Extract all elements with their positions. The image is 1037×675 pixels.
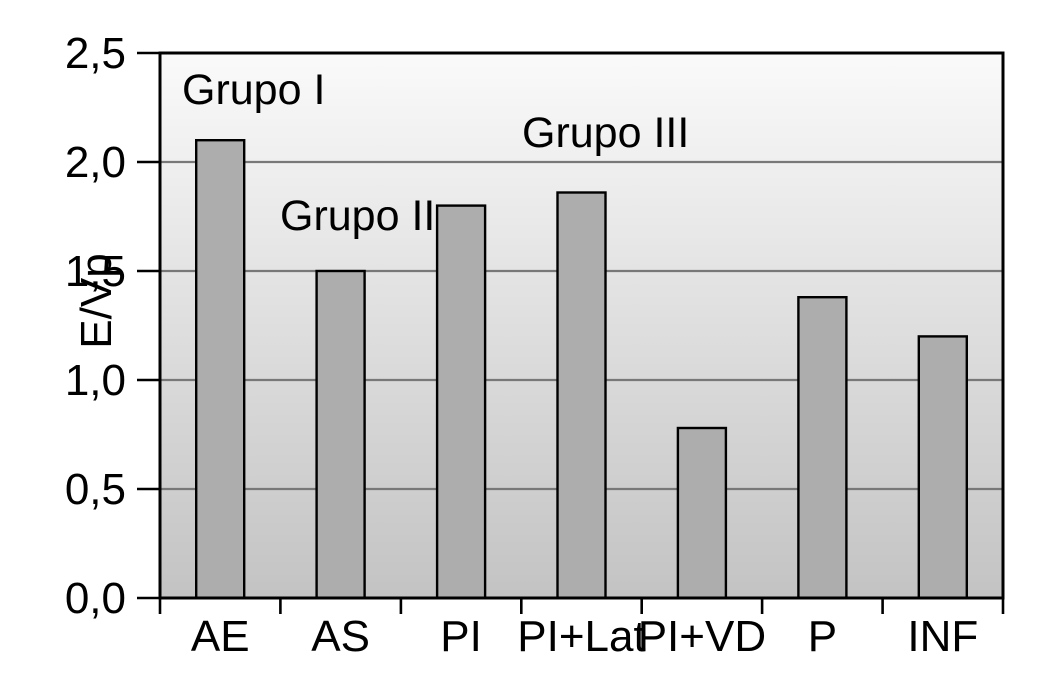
x-label-p: P <box>808 612 837 661</box>
y-tick-label-1-5: 1,5 <box>65 247 126 296</box>
x-label-as: AS <box>311 612 370 661</box>
bar-as <box>315 269 366 600</box>
annotation-grupo-iii: Grupo III <box>522 109 689 157</box>
y-tick-label-2-5: 2,5 <box>65 29 126 78</box>
annotation-grupo-ii: Grupo II <box>280 192 435 240</box>
annotation-grupo-i: Grupo I <box>182 66 325 114</box>
bar-ae <box>194 138 246 600</box>
annotations-group: Grupo I Grupo II Grupo III <box>182 66 689 240</box>
x-label-inf: INF <box>907 612 978 661</box>
bar-pi-vd <box>676 426 728 600</box>
bars-group <box>194 138 968 600</box>
y-tick-labels: 0,0 0,5 1,0 1,5 2,0 2,5 <box>65 29 126 623</box>
x-label-ae: AE <box>191 612 250 661</box>
y-tick-label-2-0: 2,0 <box>65 138 126 187</box>
y-tick-label-1-0: 1,0 <box>65 356 126 405</box>
plot-border <box>158 51 1005 600</box>
x-label-pi: PI <box>440 612 482 661</box>
y-axis-title: E/Vp <box>72 253 121 348</box>
y-tick-label-0-5: 0,5 <box>65 465 126 514</box>
bar-inf <box>917 335 968 600</box>
x-label-pi-lat: PI+Lat <box>517 612 645 661</box>
y-tick-label-0-0: 0,0 <box>65 574 126 623</box>
axis-ticks <box>137 51 1005 614</box>
bar-pi <box>435 204 487 600</box>
bar-pi-lat <box>556 191 607 600</box>
x-label-pi-vd: PI+VD <box>638 612 766 661</box>
bar-p <box>797 296 848 600</box>
